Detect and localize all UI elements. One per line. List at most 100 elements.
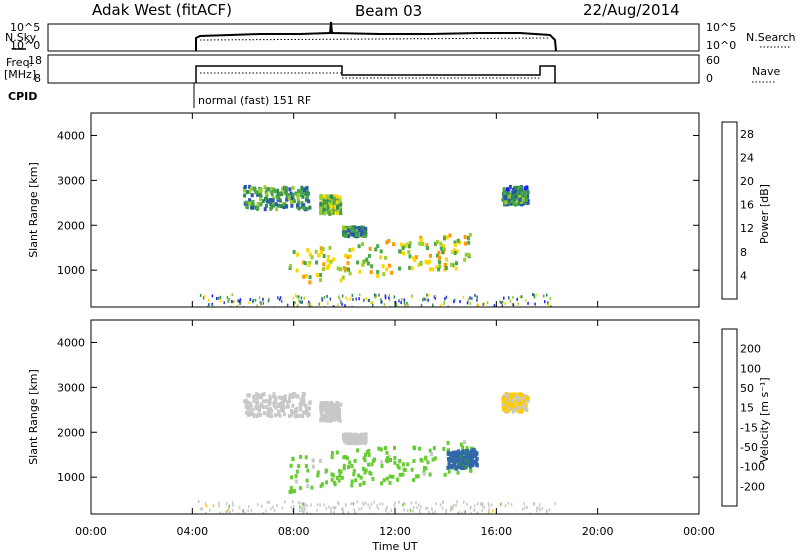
power-ylabel: Slant Range [km]: [27, 162, 40, 258]
echo-cell: [512, 296, 514, 299]
echo-cell: [549, 296, 551, 300]
echo-cell: [304, 507, 306, 511]
echo-cell: [333, 510, 335, 514]
echo-cell: [330, 400, 333, 405]
echo-cell: [533, 295, 536, 299]
echo-cell: [328, 505, 330, 509]
echo-cell: [453, 451, 457, 456]
echo-cell: [306, 206, 310, 211]
echo-cell: [335, 194, 339, 199]
echo-cell: [227, 299, 229, 303]
echo-cell: [543, 294, 545, 298]
echo-cell: [199, 293, 202, 297]
echo-cell: [327, 263, 331, 268]
echo-cell: [277, 194, 281, 199]
echo-cell: [541, 506, 544, 510]
echo-cell: [401, 472, 405, 477]
echo-cell: [554, 502, 557, 506]
echo-region-2: [341, 225, 368, 239]
echo-cell: [529, 512, 532, 514]
echo-cell: [319, 246, 323, 251]
echo-cell: [472, 450, 476, 455]
echo-cell: [300, 300, 302, 304]
echo-cell: [265, 405, 269, 410]
echo-cell: [278, 198, 282, 203]
echo-cell: [336, 205, 339, 210]
echo-cell: [294, 191, 298, 196]
echo-cell: [345, 456, 349, 461]
echo-cell: [231, 293, 233, 297]
colorbar-frame: [721, 328, 738, 507]
echo-cell: [280, 396, 284, 400]
echo-cell: [503, 296, 505, 300]
echo-cell: [305, 478, 309, 483]
echo-cell: [342, 439, 346, 444]
echo-cell: [297, 199, 301, 204]
echo-cell: [262, 512, 264, 514]
echo-cell: [398, 299, 400, 303]
echo-cell: [322, 207, 326, 212]
echo-cell: [292, 296, 294, 300]
echo-cell: [330, 455, 334, 459]
echo-cell: [276, 203, 280, 208]
echo-region-4: [501, 184, 530, 207]
echo-cell: [461, 463, 465, 468]
echo-cell: [323, 295, 326, 299]
echo-cell: [452, 455, 456, 459]
echo-cell: [392, 242, 396, 247]
echo-cell: [475, 456, 479, 461]
echo-cell: [338, 198, 342, 203]
echo-cell: [283, 202, 287, 207]
echo-cell: [459, 300, 461, 304]
echo-cell: [467, 450, 471, 455]
echo-cell: [262, 399, 266, 404]
echo-cell: [381, 300, 383, 304]
echo-cell: [476, 298, 478, 302]
echo-cell: [387, 239, 391, 243]
echo-cell: [381, 264, 385, 269]
echo-cell: [376, 244, 380, 249]
echo-cell: [346, 432, 350, 437]
echo-cell: [322, 254, 326, 258]
echo-cell: [338, 502, 340, 506]
echo-cell: [299, 193, 303, 197]
nsearch-label: N.Search: [746, 31, 796, 44]
echo-cell: [344, 305, 347, 307]
nsky-label: N.Sky: [5, 31, 37, 44]
echo-cell: [380, 464, 384, 468]
echo-cell: [407, 250, 411, 255]
echo-cell: [302, 203, 306, 208]
echo-cell: [450, 262, 454, 267]
echo-cell: [477, 502, 479, 506]
echo-cell: [439, 241, 443, 246]
echo-cell: [547, 302, 550, 306]
echo-cell: [244, 200, 248, 205]
echo-cell: [347, 228, 351, 233]
echo-cell: [265, 192, 269, 197]
echo-cell: [401, 246, 405, 250]
echo-cell: [344, 233, 348, 238]
echo-cell: [247, 505, 250, 509]
echo-cell: [369, 506, 371, 510]
echo-cell: [518, 197, 522, 202]
echo-cell: [255, 206, 259, 211]
echo-cell: [339, 267, 343, 272]
echo-cell: [398, 500, 400, 504]
echo-cell: [367, 503, 369, 507]
echo-cell: [291, 509, 294, 513]
echo-cell: [445, 257, 448, 262]
echo-cell: [319, 503, 321, 507]
echo-cell: [330, 195, 334, 200]
echo-cell: [518, 403, 522, 408]
echo-cell: [309, 512, 312, 514]
echo-cell: [534, 302, 536, 306]
echo-cell: [350, 483, 354, 488]
echo-cell: [336, 266, 340, 271]
echo-cell: [290, 505, 292, 509]
echo-cell: [295, 469, 299, 474]
echo-cell: [447, 305, 449, 307]
echo-cell: [388, 474, 392, 479]
echo-cell: [328, 245, 332, 250]
echo-cell: [361, 262, 365, 267]
echo-cell: [526, 190, 530, 195]
